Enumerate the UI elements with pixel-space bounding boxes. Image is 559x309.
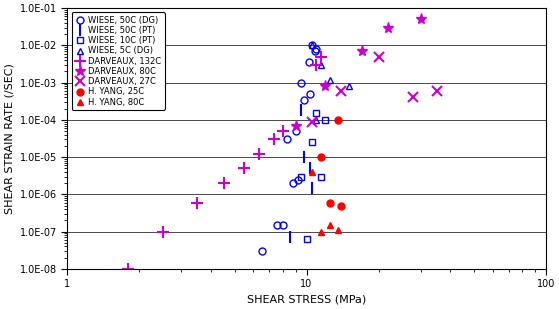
H. YANG, 25C <box>318 155 324 159</box>
WIESE, 50C (DG) <box>298 81 305 84</box>
H. YANG, 80C <box>308 170 315 174</box>
H. YANG, 80C <box>326 223 333 227</box>
WIESE, 50C (DG) <box>311 49 318 53</box>
DARVEAUX, 80C <box>292 124 299 128</box>
WIESE, 10C (PT) <box>298 175 305 179</box>
H. YANG, 80C <box>334 228 341 232</box>
H. YANG, 80C <box>318 230 324 234</box>
Line: WIESE, 50C (PT): WIESE, 50C (PT) <box>283 104 318 243</box>
DARVEAUX, 132C <box>318 55 324 58</box>
WIESE, 10C (PT) <box>318 175 324 179</box>
WIESE, 50C (DG) <box>306 92 313 96</box>
WIESE, 5C (DG) <box>318 63 324 67</box>
DARVEAUX, 132C <box>271 138 277 141</box>
Line: DARVEAUX, 132C: DARVEAUX, 132C <box>123 51 326 274</box>
DARVEAUX, 132C <box>280 129 287 133</box>
DARVEAUX, 132C <box>220 181 227 185</box>
WIESE, 5C (DG) <box>313 118 320 122</box>
WIESE, 50C (DG) <box>295 178 301 181</box>
WIESE, 10C (PT) <box>322 118 329 122</box>
WIESE, 10C (PT) <box>303 237 310 240</box>
H. YANG, 25C <box>326 201 333 205</box>
WIESE, 50C (DG) <box>305 61 312 64</box>
WIESE, 50C (DG) <box>273 223 280 227</box>
DARVEAUX, 80C <box>322 84 329 88</box>
DARVEAUX, 27C <box>410 95 417 99</box>
H. YANG, 25C <box>338 204 345 207</box>
DARVEAUX, 80C <box>358 49 365 53</box>
DARVEAUX, 132C <box>125 267 132 271</box>
WIESE, 50C (DG) <box>258 249 265 253</box>
Line: H. YANG, 80C: H. YANG, 80C <box>308 168 341 235</box>
WIESE, 5C (DG) <box>326 78 333 82</box>
DARVEAUX, 27C <box>338 89 345 93</box>
WIESE, 5C (DG) <box>345 84 352 88</box>
DARVEAUX, 132C <box>159 230 166 234</box>
Line: DARVEAUX, 27C: DARVEAUX, 27C <box>307 52 442 126</box>
Line: DARVEAUX, 80C: DARVEAUX, 80C <box>290 14 426 131</box>
WIESE, 50C (DG) <box>292 129 299 133</box>
Line: WIESE, 5C (DG): WIESE, 5C (DG) <box>308 42 352 123</box>
DARVEAUX, 132C <box>313 63 320 67</box>
WIESE, 50C (DG) <box>308 44 315 47</box>
WIESE, 50C (PT) <box>306 167 313 170</box>
DARVEAUX, 132C <box>255 152 262 156</box>
WIESE, 50C (DG) <box>301 98 308 101</box>
WIESE, 50C (PT) <box>298 108 305 112</box>
DARVEAUX, 27C <box>308 120 315 124</box>
DARVEAUX, 132C <box>194 201 201 205</box>
Y-axis label: SHEAR STRAIN RATE (/SEC): SHEAR STRAIN RATE (/SEC) <box>4 63 14 214</box>
H. YANG, 25C <box>334 118 341 122</box>
Line: WIESE, 10C (PT): WIESE, 10C (PT) <box>298 110 329 242</box>
X-axis label: SHEAR STRESS (MPa): SHEAR STRESS (MPa) <box>247 295 366 305</box>
WIESE, 50C (DG) <box>284 138 291 141</box>
WIESE, 50C (DG) <box>313 47 320 51</box>
WIESE, 10C (PT) <box>313 112 320 115</box>
WIESE, 50C (PT) <box>308 186 315 190</box>
Legend: WIESE, 50C (DG), WIESE, 50C (PT), WIESE, 10C (PT), WIESE, 5C (DG), DARVEAUX, 132: WIESE, 50C (DG), WIESE, 50C (PT), WIESE,… <box>72 12 165 110</box>
DARVEAUX, 27C <box>375 55 382 58</box>
Line: H. YANG, 25C: H. YANG, 25C <box>318 116 345 209</box>
WIESE, 5C (DG) <box>308 44 315 47</box>
WIESE, 50C (PT) <box>301 155 308 159</box>
WIESE, 50C (DG) <box>290 181 297 185</box>
WIESE, 50C (DG) <box>280 223 287 227</box>
WIESE, 50C (PT) <box>286 235 293 239</box>
Line: WIESE, 50C (DG): WIESE, 50C (DG) <box>258 42 320 255</box>
DARVEAUX, 27C <box>433 89 440 93</box>
WIESE, 10C (PT) <box>308 141 315 144</box>
DARVEAUX, 80C <box>385 26 392 29</box>
DARVEAUX, 80C <box>417 18 424 21</box>
DARVEAUX, 132C <box>241 167 248 170</box>
